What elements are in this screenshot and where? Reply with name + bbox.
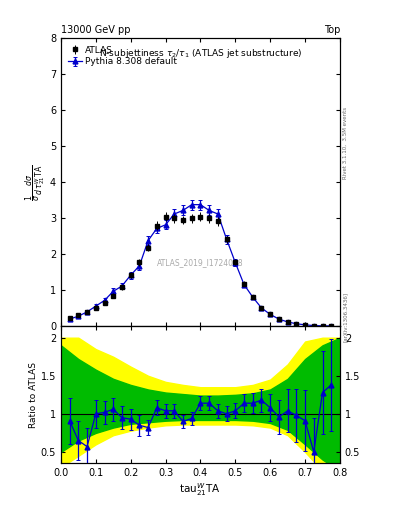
X-axis label: $\mathrm{tau}_{21}^{W}\mathrm{TA}$: $\mathrm{tau}_{21}^{W}\mathrm{TA}$ bbox=[180, 481, 221, 498]
Legend: ATLAS, Pythia 8.308 default: ATLAS, Pythia 8.308 default bbox=[65, 43, 180, 69]
Text: 13000 GeV pp: 13000 GeV pp bbox=[61, 25, 130, 35]
Text: Top: Top bbox=[323, 25, 340, 35]
Text: ATLAS_2019_I1724098: ATLAS_2019_I1724098 bbox=[157, 259, 244, 267]
Y-axis label: Ratio to ATLAS: Ratio to ATLAS bbox=[29, 362, 38, 428]
Text: Rivet 3.1.10,  3.5M events: Rivet 3.1.10, 3.5M events bbox=[343, 108, 348, 179]
Text: [arXiv:1306.3436]: [arXiv:1306.3436] bbox=[343, 292, 348, 343]
Y-axis label: $\frac{1}{\sigma}\frac{d\sigma}{d\,\tau_{21}^{W}\mathrm{TA}}$: $\frac{1}{\sigma}\frac{d\sigma}{d\,\tau_… bbox=[24, 164, 48, 201]
Text: N-subjettiness $\tau_2/\tau_1$ (ATLAS jet substructure): N-subjettiness $\tau_2/\tau_1$ (ATLAS je… bbox=[99, 47, 302, 60]
